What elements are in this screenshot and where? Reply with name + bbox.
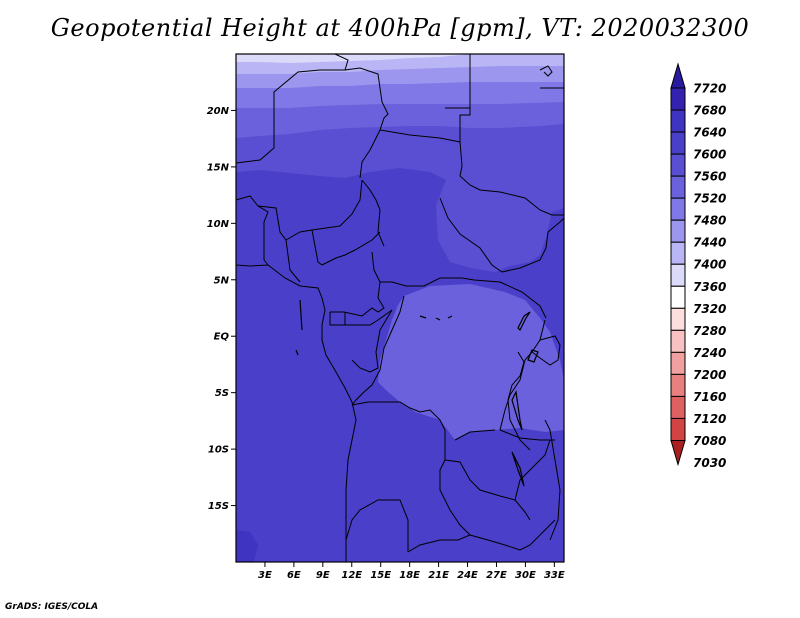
lon-tick-label: 15E — [370, 570, 391, 581]
colorbar-box — [670, 175, 686, 199]
colorbar-label: 7240 — [693, 346, 726, 360]
colorbar-box — [670, 241, 686, 265]
colorbar-box — [670, 329, 686, 353]
chart-title: Geopotential Height at 400hPa [gpm], VT:… — [50, 14, 750, 42]
colorbar-bottom-arrow — [670, 439, 686, 467]
lon-tick-label: 9E — [316, 570, 330, 581]
colorbar-box — [670, 307, 686, 331]
colorbar-label: 7720 — [693, 82, 726, 96]
colorbar-label: 7640 — [693, 126, 726, 140]
colorbar-label: 7280 — [693, 324, 726, 338]
colorbar-label: 7520 — [693, 192, 726, 206]
lat-tick-label: EQ — [214, 332, 230, 343]
country-borders — [236, 54, 564, 562]
colorbar-label: 7080 — [693, 434, 726, 448]
colorbar-label: 7480 — [693, 214, 726, 228]
lon-tick-label: 30E — [515, 570, 536, 581]
lon-tick-label: 3E — [258, 570, 272, 581]
credit-text: GrADS: IGES/COLA — [5, 602, 99, 612]
colorbar-box — [670, 131, 686, 155]
latitude-axis: 20N 15N 10N 5N EQ 5S 10S 15S — [207, 106, 236, 512]
colorbar-label: 7400 — [693, 258, 726, 272]
colorbar-box — [670, 109, 686, 133]
lat-tick-label: 15N — [207, 162, 230, 173]
colorbar-label: 7320 — [693, 302, 726, 316]
colorbar-label: 7440 — [693, 236, 726, 250]
colorbar-top-arrow — [670, 62, 686, 89]
lon-tick-label: 33E — [544, 570, 565, 581]
lat-tick-label: 10S — [208, 445, 229, 456]
colorbar: 7720 7680 7640 7600 7560 7520 7480 7440 7400 7360… — [670, 62, 726, 470]
lat-tick-label: 5N — [214, 275, 230, 286]
colorbar-box — [670, 153, 686, 177]
colorbar-box — [670, 417, 686, 441]
lon-tick-label: 21E — [428, 570, 449, 581]
colorbar-label: 7200 — [693, 368, 726, 382]
colorbar-box — [670, 263, 686, 287]
lat-tick-label: 10N — [207, 219, 230, 230]
lat-tick-label: 15S — [208, 501, 229, 512]
colorbar-box — [670, 219, 686, 243]
map-frame — [235, 53, 565, 563]
lon-tick-label: 18E — [399, 570, 420, 581]
contour-fill — [236, 54, 564, 562]
colorbar-box — [670, 285, 686, 309]
colorbar-label: 7160 — [693, 390, 726, 404]
lat-tick-label: 5S — [215, 388, 229, 399]
colorbar-box — [670, 395, 686, 419]
lat-tick-label: 20N — [207, 106, 230, 117]
lakes — [295, 299, 539, 487]
lon-tick-label: 12E — [341, 570, 362, 581]
band-7640-sw — [236, 530, 258, 562]
colorbar-box — [670, 87, 686, 111]
lon-tick-label: 24E — [457, 570, 478, 581]
lon-tick-label: 27E — [486, 570, 507, 581]
colorbar-label: 7030 — [693, 456, 726, 470]
colorbar-label: 7600 — [693, 148, 726, 162]
colorbar-label: 7680 — [693, 104, 726, 118]
colorbar-box — [670, 373, 686, 397]
colorbar-label: 7560 — [693, 170, 726, 184]
lon-tick-label: 6E — [287, 570, 301, 581]
colorbar-box — [670, 351, 686, 375]
longitude-axis: 3E 6E 9E 12E 15E 18E 21E 24E 27E 30E 33E — [258, 562, 565, 581]
colorbar-label: 7360 — [693, 280, 726, 294]
band-7360 — [236, 54, 470, 63]
colorbar-label: 7120 — [693, 412, 726, 426]
colorbar-box — [670, 197, 686, 221]
